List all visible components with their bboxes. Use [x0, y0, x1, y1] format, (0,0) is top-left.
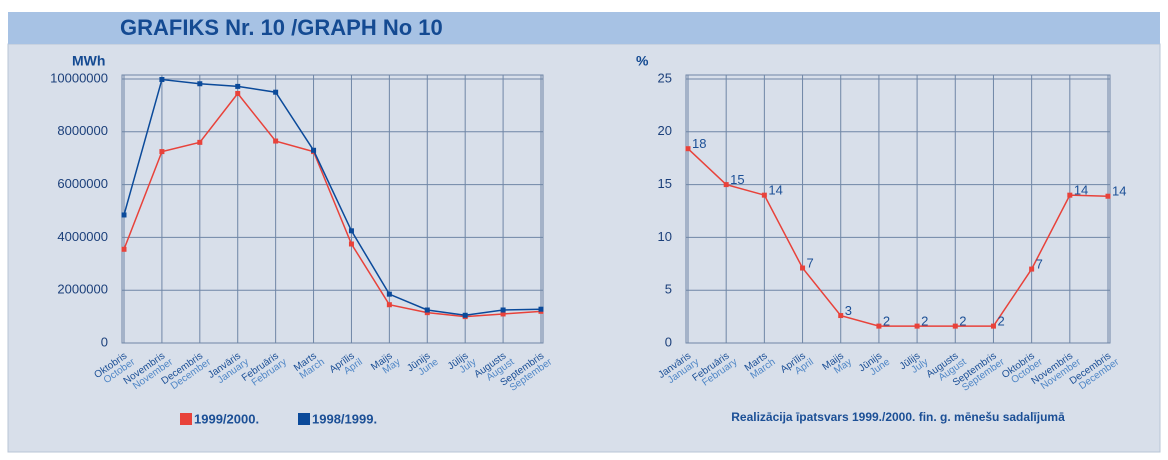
- point: [1105, 193, 1111, 199]
- data-label: 14: [1112, 184, 1126, 199]
- data-label: 3: [845, 303, 852, 318]
- point: [197, 139, 203, 145]
- point: [914, 323, 920, 329]
- point: [723, 182, 729, 188]
- y-axis-label: %: [636, 53, 649, 69]
- data-label: 14: [1074, 183, 1088, 198]
- point: [159, 77, 165, 83]
- line: [123, 78, 542, 317]
- plot-area: [121, 74, 544, 344]
- data-label: 7: [1036, 257, 1043, 272]
- point: [424, 307, 430, 313]
- point: [348, 228, 354, 234]
- y-tick-label: 5: [665, 282, 672, 297]
- point: [386, 302, 392, 308]
- point: [990, 323, 996, 329]
- y-tick-label: 20: [658, 123, 672, 138]
- point: [386, 291, 392, 297]
- plot-area: [685, 74, 1111, 344]
- point: [273, 138, 279, 144]
- y-tick-label: 10000000: [50, 70, 108, 85]
- point: [462, 312, 468, 318]
- y-axis-label: MWh: [72, 53, 105, 69]
- data-label: 15: [730, 172, 744, 187]
- legend-swatch: [298, 413, 310, 425]
- point: [876, 323, 882, 329]
- legend-label: 1998/1999.: [312, 411, 377, 426]
- y-tick-label: 10: [658, 229, 672, 244]
- caption: Realizācija īpatsvars 1999./2000. fin. g…: [731, 410, 1065, 424]
- data-label: 2: [959, 314, 966, 329]
- data-label: 7: [807, 255, 814, 270]
- y-tick-label: 0: [101, 334, 108, 349]
- y-tick-label: 2000000: [57, 282, 108, 297]
- point: [121, 246, 127, 252]
- point: [348, 241, 354, 247]
- legend-swatch: [180, 413, 192, 425]
- point: [500, 307, 506, 313]
- y-tick-label: 4000000: [57, 229, 108, 244]
- y-tick-label: 0: [665, 334, 672, 349]
- point: [197, 81, 203, 87]
- y-tick-label: 8000000: [57, 123, 108, 138]
- header-bar: [8, 12, 1160, 44]
- point: [273, 89, 279, 95]
- title: GRAFIKS Nr. 10 /GRAPH No 10: [120, 15, 443, 40]
- point: [424, 310, 430, 316]
- data-label: 2: [883, 314, 890, 329]
- point: [800, 265, 806, 271]
- point: [685, 146, 691, 152]
- point: [838, 313, 844, 319]
- point: [159, 149, 165, 155]
- data-label: 18: [692, 136, 706, 151]
- y-tick-label: 6000000: [57, 176, 108, 191]
- point: [500, 311, 506, 317]
- point: [235, 91, 241, 97]
- point: [1067, 192, 1073, 198]
- data-label: 14: [768, 183, 782, 198]
- y-tick-label: 25: [658, 70, 672, 85]
- point: [235, 83, 241, 89]
- point: [952, 323, 958, 329]
- point: [538, 306, 544, 312]
- legend-label: 1999/2000.: [194, 411, 259, 426]
- line: [123, 92, 542, 318]
- line: [687, 148, 1109, 327]
- point: [311, 147, 317, 153]
- point: [121, 212, 127, 218]
- point: [761, 192, 767, 198]
- data-label: 2: [997, 314, 1004, 329]
- point: [1029, 266, 1035, 272]
- y-tick-label: 15: [658, 176, 672, 191]
- data-label: 2: [921, 314, 928, 329]
